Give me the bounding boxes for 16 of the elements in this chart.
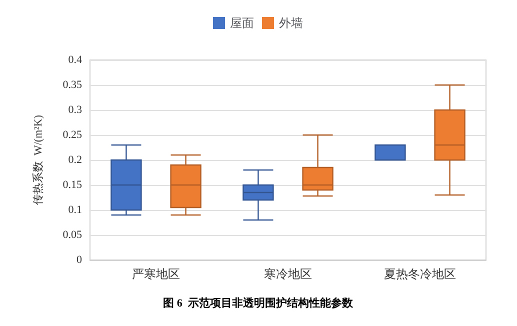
- y-tick-label: 0.25: [62, 129, 82, 141]
- y-axis-title: 传热系数 W/(m²K): [32, 114, 44, 206]
- y-tick-label: 0.3: [68, 104, 82, 116]
- y-tick-label: 0.4: [68, 54, 82, 66]
- y-tick-label: 0: [76, 254, 82, 266]
- legend-label: 外墙: [279, 16, 303, 30]
- y-tick-label: 0.2: [68, 154, 82, 166]
- y-tick-label: 0.1: [68, 204, 82, 216]
- legend-label: 屋面: [230, 16, 254, 30]
- x-tick-label: 夏热冬冷地区: [384, 267, 456, 281]
- x-tick-label: 寒冷地区: [264, 267, 312, 281]
- y-tick-label: 0.05: [62, 229, 82, 241]
- x-tick-label: 严寒地区: [132, 267, 180, 281]
- y-tick-label: 0.15: [62, 179, 82, 191]
- y-tick-label: 0.35: [62, 79, 82, 91]
- text: 图 6 示范项目非透明围护结构性能参数: [163, 296, 354, 310]
